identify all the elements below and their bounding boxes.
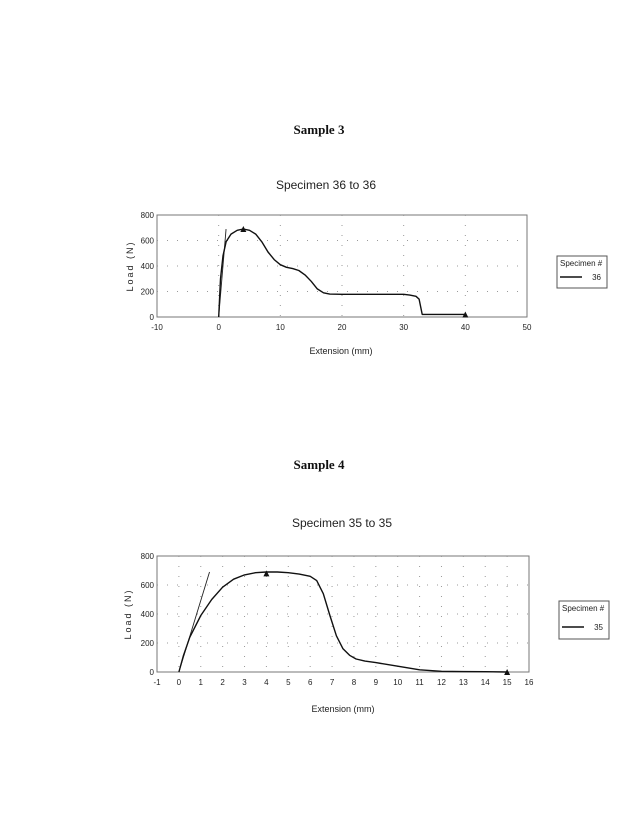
x-tick-label: 3	[242, 678, 247, 687]
x-tick-label: 1	[199, 678, 204, 687]
y-axis-title: Load (N)	[125, 240, 135, 291]
x-tick-label: 7	[330, 678, 335, 687]
x-tick-label: 30	[399, 323, 408, 332]
x-tick-label: 0	[216, 323, 221, 332]
y-tick-label: 0	[150, 668, 155, 677]
data-marker	[263, 570, 270, 577]
sample-3-heading: Sample 3	[293, 122, 345, 137]
legend-box	[558, 600, 610, 640]
x-tick-label: 50	[523, 323, 532, 332]
x-tick-label: -10	[151, 323, 163, 332]
x-axis-title: Extension (mm)	[309, 346, 372, 356]
x-tick-label: 16	[525, 678, 534, 687]
plot-area	[156, 555, 530, 673]
x-tick-label: 20	[338, 323, 347, 332]
x-tick-label: 10	[393, 678, 402, 687]
y-tick-label: 200	[141, 639, 155, 648]
x-tick-label: 13	[459, 678, 468, 687]
x-tick-label: 9	[374, 678, 379, 687]
x-tick-label: 6	[308, 678, 313, 687]
data-marker	[240, 226, 247, 233]
x-tick-label: 11	[415, 678, 424, 687]
legend-title: Specimen #	[562, 604, 605, 613]
y-tick-label: 600	[141, 581, 155, 590]
y-tick-label: 800	[141, 552, 155, 561]
x-tick-label: 5	[286, 678, 291, 687]
x-tick-label: 2	[220, 678, 225, 687]
chart-title: Specimen 36 to 36	[276, 178, 376, 192]
data-marker	[462, 311, 469, 318]
y-tick-label: 400	[141, 610, 155, 619]
y-tick-label: 800	[141, 211, 155, 220]
series-line-35	[178, 571, 508, 673]
x-tick-label: 40	[461, 323, 470, 332]
y-tick-label: 0	[150, 313, 155, 322]
y-axis-title: Load (N)	[123, 588, 133, 639]
y-tick-label: 400	[141, 262, 155, 271]
x-tick-label: 14	[481, 678, 490, 687]
x-tick-label: 0	[177, 678, 182, 687]
chart-title: Specimen 35 to 35	[292, 516, 392, 530]
data-marker	[504, 669, 511, 675]
x-tick-label: 12	[437, 678, 446, 687]
series-line-36	[218, 228, 466, 318]
legend-entry: 35	[594, 623, 603, 632]
x-tick-label: 4	[264, 678, 269, 687]
legend-entry: 36	[592, 273, 601, 282]
x-tick-label: 10	[276, 323, 285, 332]
x-tick-label: 15	[503, 678, 512, 687]
y-tick-label: 200	[141, 288, 155, 297]
x-tick-label: -1	[153, 678, 161, 687]
legend-title: Specimen #	[560, 259, 603, 268]
legend-box	[556, 255, 608, 289]
sample-4-heading: Sample 4	[293, 457, 345, 472]
x-axis-title: Extension (mm)	[311, 704, 374, 714]
y-tick-label: 600	[141, 237, 155, 246]
x-tick-label: 8	[352, 678, 357, 687]
